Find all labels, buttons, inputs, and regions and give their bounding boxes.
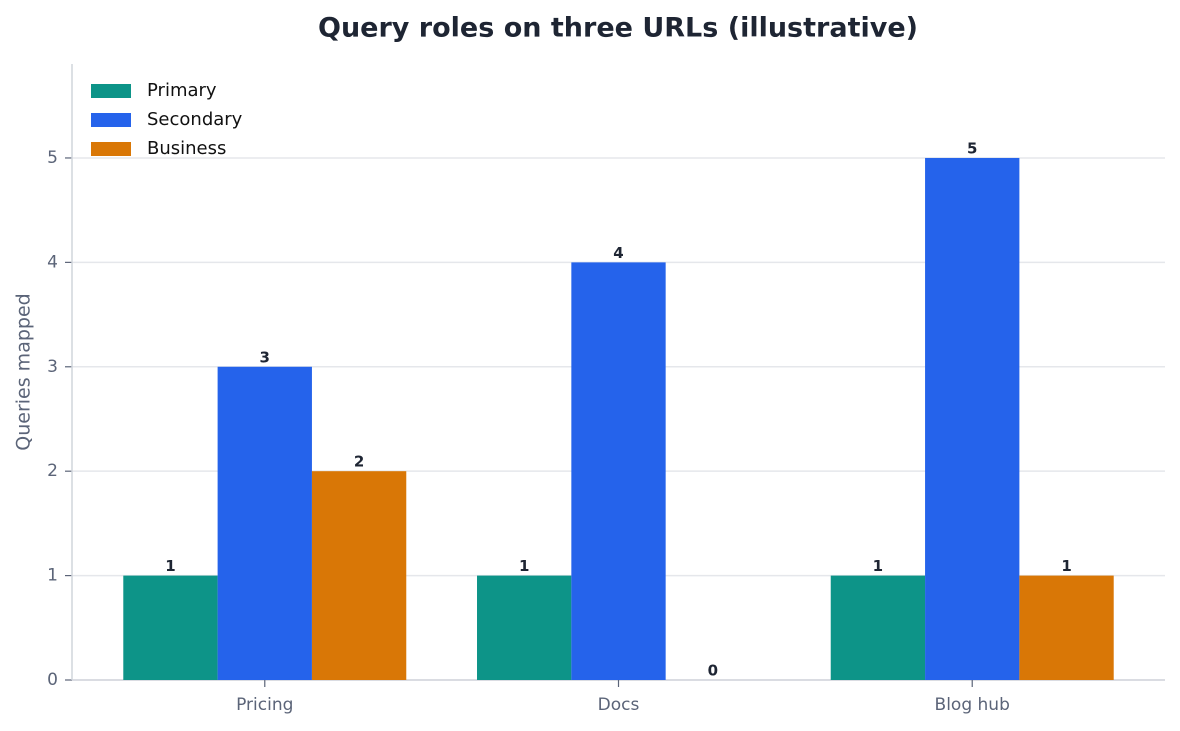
legend-swatch [91, 113, 131, 127]
value-label: 5 [967, 139, 977, 157]
bar [477, 575, 572, 680]
legend-label: Business [147, 138, 226, 159]
bar [123, 575, 218, 680]
value-label: 1 [519, 557, 529, 575]
value-label: 2 [354, 453, 364, 471]
legend-label: Primary [147, 80, 217, 101]
bar [925, 157, 1020, 681]
chart-title: Query roles on three URLs (illustrative) [318, 13, 918, 44]
value-label: 0 [708, 662, 718, 680]
value-label: 1 [1061, 557, 1071, 575]
y-tick-label: 2 [47, 461, 58, 481]
value-label: 1 [873, 557, 883, 575]
bar [217, 366, 312, 680]
value-label: 1 [165, 557, 175, 575]
bar [830, 575, 926, 680]
bar [571, 262, 666, 680]
y-tick-label: 4 [47, 252, 58, 272]
y-tick-label: 0 [47, 670, 58, 690]
legend-swatch [91, 84, 131, 98]
x-tick-label: Docs [598, 695, 640, 715]
x-tick-label: Pricing [236, 695, 293, 715]
legend-label: Secondary [147, 109, 243, 130]
value-label: 4 [613, 244, 623, 262]
value-label: 3 [260, 348, 270, 366]
x-tick-label: Blog hub [935, 695, 1010, 715]
y-tick-label: 5 [47, 148, 58, 168]
bar [1019, 575, 1114, 680]
legend-swatch [91, 142, 131, 156]
y-tick-label: 3 [47, 357, 58, 377]
y-tick-label: 1 [47, 566, 58, 586]
y-axis-label: Queries mapped [13, 293, 35, 450]
bar [311, 471, 407, 680]
